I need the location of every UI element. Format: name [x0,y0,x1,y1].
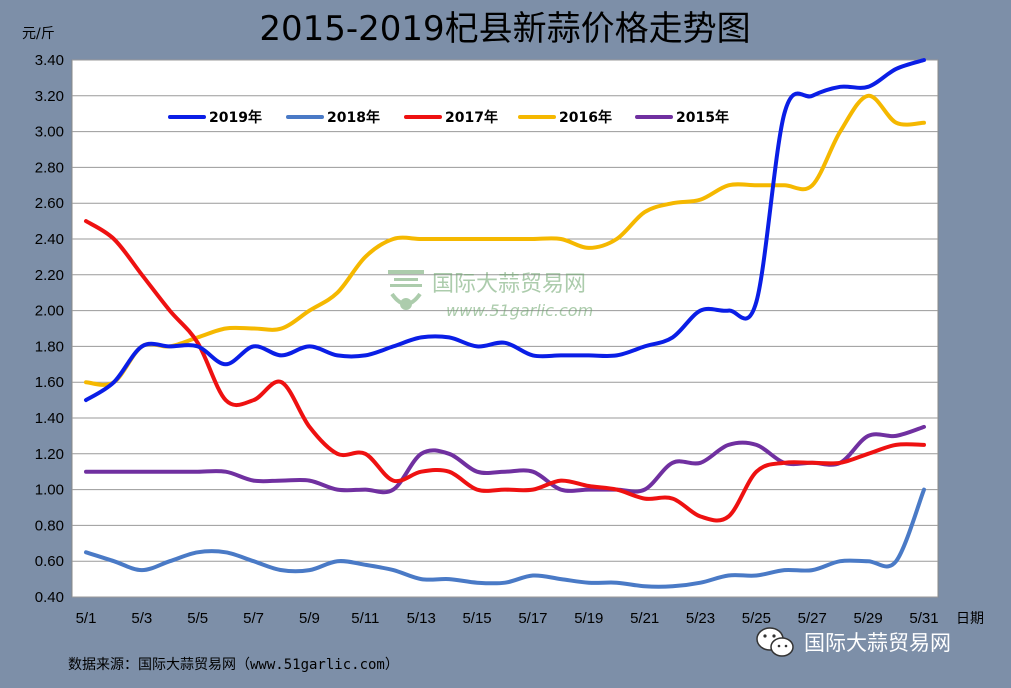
wechat-icon [756,627,794,657]
y-tick-label: 3.20 [35,88,64,105]
y-tick-label: 3.00 [35,124,64,141]
y-tick-label: 1.60 [35,374,64,391]
y-tick-label: 0.40 [35,589,64,606]
y-tick-label: 1.00 [35,482,64,499]
chart-title: 2015-2019杞县新蒜价格走势图 [259,9,750,49]
x-tick-label: 5/31 [909,610,938,627]
legend-label: 2016年 [559,109,612,126]
watermark-name: 国际大蒜贸易网 [432,272,586,297]
y-tick-label: 1.20 [35,446,64,463]
x-tick-label: 5/9 [299,610,320,627]
series-line-2018年 [84,487,926,589]
x-tick-label: 5/7 [243,610,264,627]
legend-label: 2017年 [445,109,498,126]
y-tick-label: 0.60 [35,553,64,570]
series-line-2019年 [84,58,926,403]
x-tick-label: 5/27 [798,610,827,627]
x-tick-label: 5/5 [187,610,208,627]
x-tick-label: 5/11 [351,610,379,627]
y-axis-unit: 元/斤 [22,26,55,42]
series-lines [84,58,926,589]
wechat-label: 国际大蒜贸易网 [804,631,951,655]
wechat-badge: 国际大蒜贸易网 [756,627,951,657]
y-tick-label: 3.40 [35,52,64,69]
y-tick-label: 1.40 [35,410,64,427]
y-tick-label: 2.60 [35,195,64,212]
y-tick-label: 2.20 [35,267,64,284]
watermark: 国际大蒜贸易网 www.51garlic.com [388,270,593,320]
series-line-2016年 [84,93,926,387]
x-tick-label: 5/3 [131,610,152,627]
x-axis-ticks: 5/1 5/3 5/5 5/7 5/9 5/11 5/13 5/15 5/17 5/19 5/21 5… [76,610,939,627]
gridlines [72,59,938,598]
y-axis-ticks: 0.40 0.60 0.80 1.00 1.20 1.40 1.60 1.80 2.00 2.20… [35,52,64,606]
series-line-2017年 [84,219,926,523]
y-tick-label: 2.00 [35,303,64,320]
legend-label: 2019年 [209,109,262,126]
x-tick-label: 5/17 [518,610,547,627]
x-tick-label: 5/23 [686,610,715,627]
x-tick-label: 5/21 [630,610,659,627]
y-tick-label: 1.80 [35,338,64,355]
legend: 2019年 2018年 2017年 2016年 2015年 [168,109,729,126]
garlic-logo-icon [388,270,424,310]
plot-area [71,59,939,598]
x-axis-unit: 日期 [956,611,984,627]
x-tick-label: 5/25 [742,610,771,627]
legend-label: 2015年 [676,109,729,126]
legend-label: 2018年 [327,109,380,126]
data-source: 数据来源：国际大蒜贸易网（www.51garlic.com） [68,657,399,673]
x-tick-label: 5/29 [854,610,883,627]
x-tick-label: 5/1 [76,610,97,627]
y-tick-label: 2.40 [35,231,64,248]
y-tick-label: 2.80 [35,159,64,176]
x-tick-label: 5/15 [462,610,491,627]
x-tick-label: 5/19 [574,610,603,627]
watermark-url: www.51garlic.com [446,301,593,320]
x-tick-label: 5/13 [407,610,436,627]
y-tick-label: 0.80 [35,517,64,534]
